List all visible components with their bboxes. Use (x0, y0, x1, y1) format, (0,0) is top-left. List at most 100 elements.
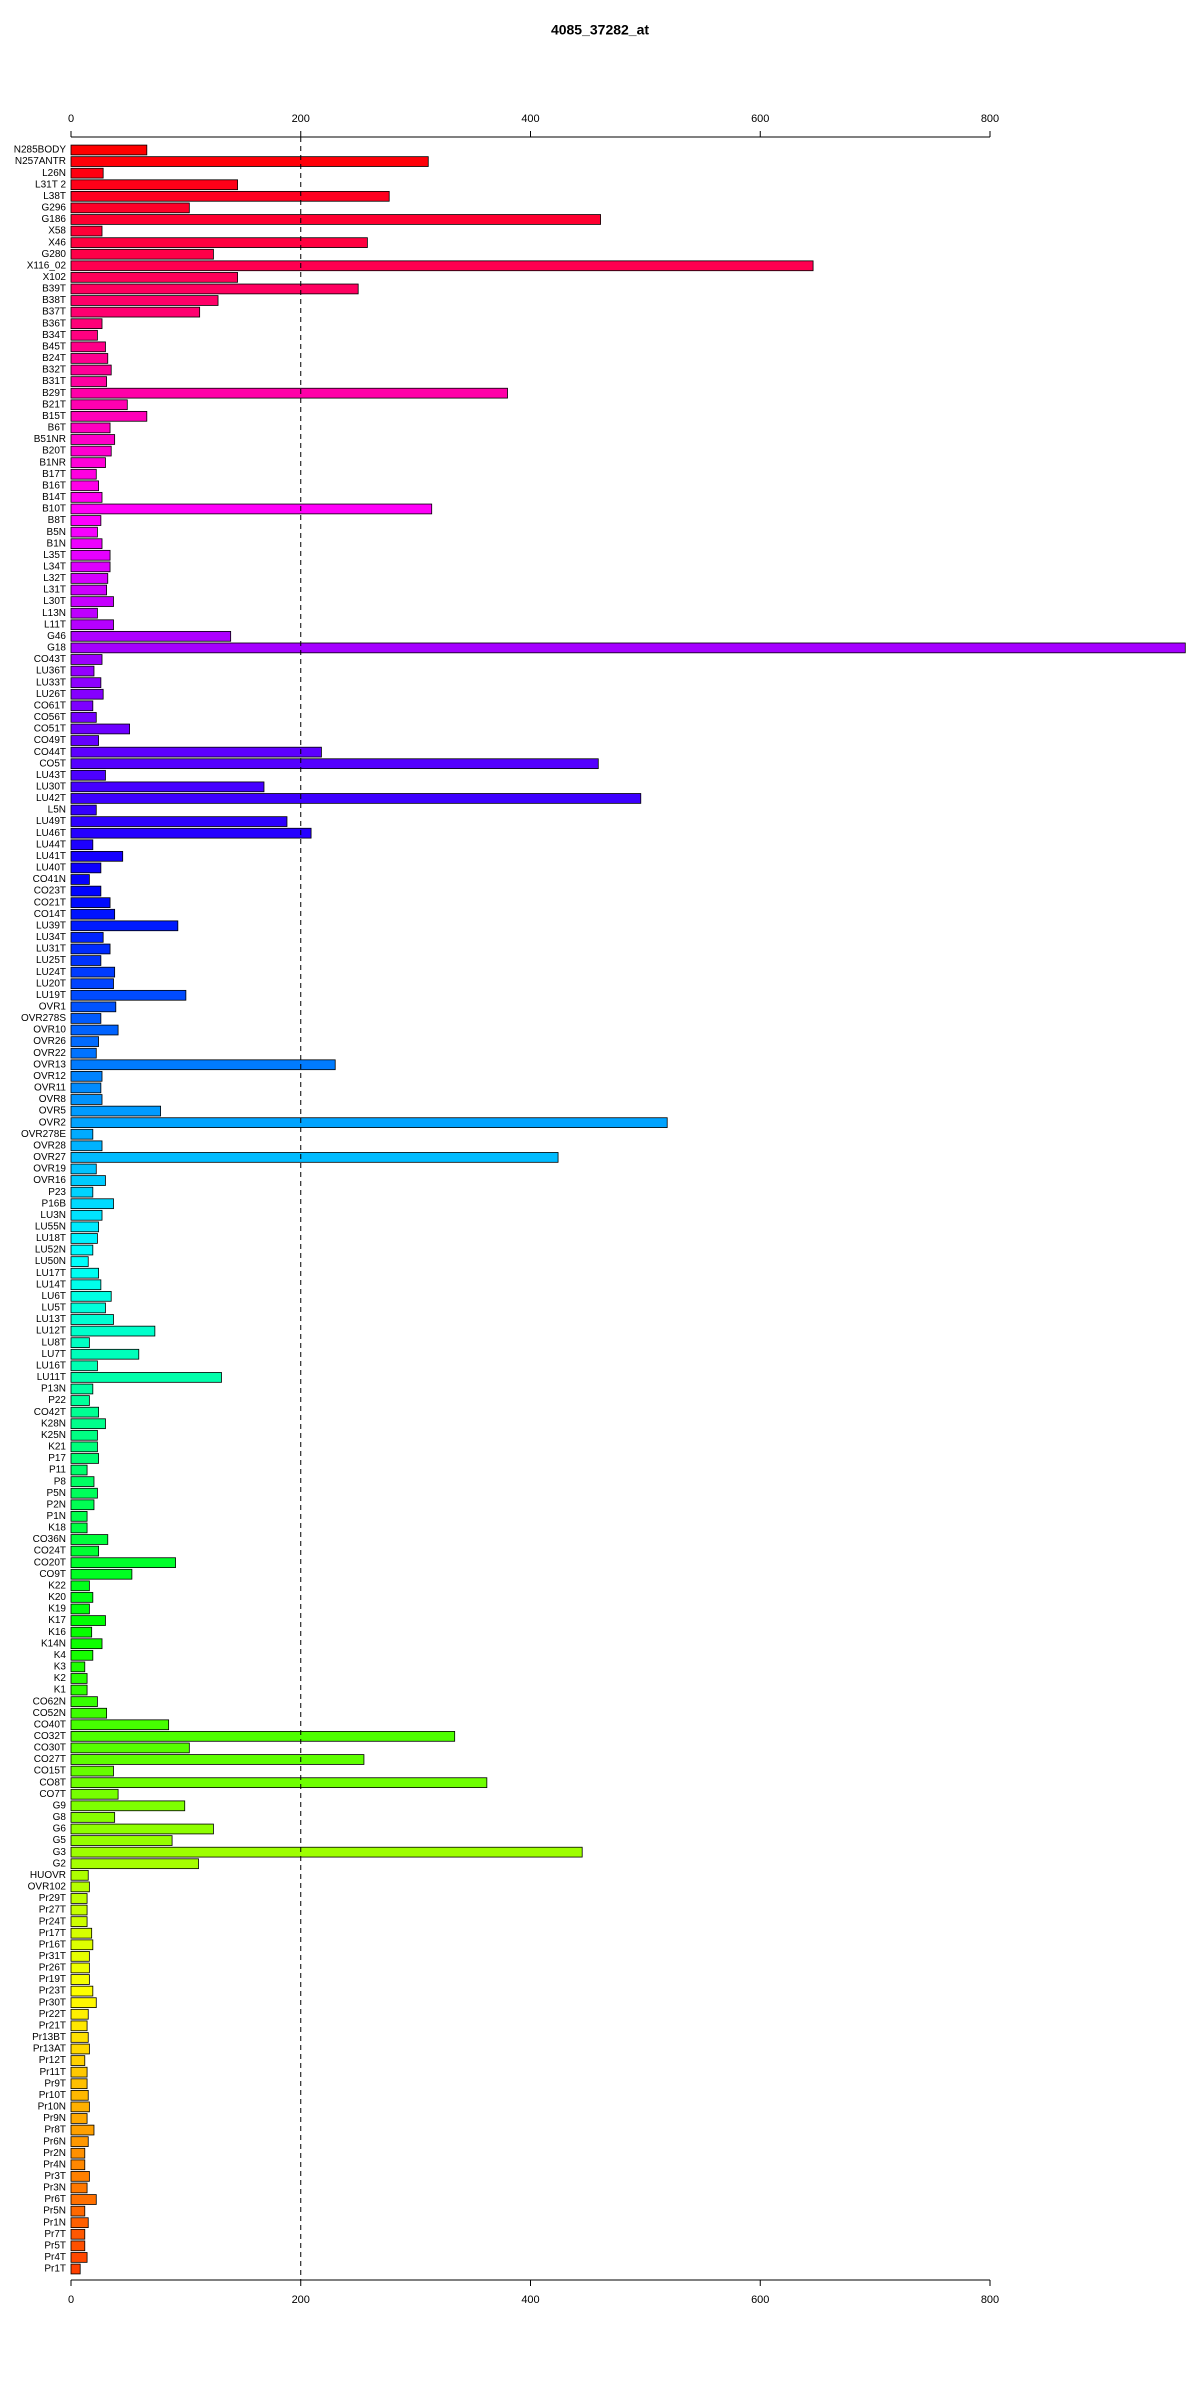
bar (70, 2066, 88, 2078)
bar (70, 2020, 88, 2032)
bar (70, 1175, 106, 1186)
y-tick-label: LU41T (36, 851, 66, 862)
y-tick-label: Pr16T (39, 1939, 66, 1950)
bar (70, 1209, 103, 1221)
y-tick-label: Pr24T (39, 1916, 66, 1927)
y-tick-label: Pr2N (43, 2148, 66, 2159)
bar (70, 2228, 86, 2240)
y-tick-label: L30T (43, 596, 66, 607)
y-tick-label: OVR27 (33, 1152, 66, 1163)
bar (70, 642, 1186, 654)
y-tick-label: Pr17T (39, 1928, 66, 1939)
y-tick-label: Pr9T (44, 2078, 66, 2089)
bar (70, 295, 219, 306)
bar (70, 1464, 88, 1476)
y-tick-label: G2 (53, 1858, 67, 1869)
bar (70, 411, 148, 422)
y-tick-label: LU18T (36, 1233, 66, 1244)
bar (70, 862, 102, 874)
bar (70, 492, 103, 503)
y-tick-label: LU20T (36, 978, 66, 989)
bar (70, 677, 102, 688)
bar (70, 781, 265, 793)
y-tick-label: Pr13AT (33, 2044, 66, 2055)
y-tick-label: CO15T (34, 1766, 66, 1777)
bar (70, 434, 116, 445)
y-tick-label: B20T (42, 446, 66, 457)
bar (70, 480, 99, 492)
bar (70, 654, 103, 665)
bar (70, 804, 97, 816)
bar (70, 1869, 89, 1881)
y-tick-label: LU11T (37, 1372, 66, 1383)
y-tick-label: OVR19 (33, 1164, 66, 1175)
y-tick-label: L38T (43, 191, 66, 202)
y-tick-label: LU12T (36, 1326, 66, 1337)
y-tick-label: CO51T (34, 724, 66, 735)
bar (70, 851, 124, 862)
chart-title: 4085_37282_at (551, 22, 649, 38)
bar (70, 341, 106, 353)
y-tick-label: LU39T (36, 920, 66, 931)
bar (70, 1221, 99, 1233)
bar (70, 932, 104, 943)
y-tick-label: OVR8 (39, 1094, 67, 1105)
y-tick-label: Pr11T (40, 2067, 67, 2078)
y-tick-label: Pr6T (44, 2194, 66, 2205)
y-tick-label: CO40T (34, 1719, 66, 1730)
y-tick-label: P11 (49, 1465, 66, 1476)
bar (70, 1881, 90, 1893)
y-tick-label: CO42T (34, 1407, 66, 1418)
y-tick-label: L31T (43, 585, 66, 596)
y-tick-label: HUOVR (30, 1870, 66, 1881)
y-tick-label: L5N (48, 805, 66, 816)
y-tick-label: B10T (42, 504, 66, 515)
y-tick-label: Pr27T (39, 1905, 66, 1916)
y-tick-label: B24T (42, 353, 66, 364)
bar (70, 214, 601, 225)
bar (70, 1152, 559, 1163)
bar (70, 387, 508, 399)
y-tick-label: B8T (48, 515, 66, 526)
bar (70, 306, 201, 318)
y-tick-label: G186 (42, 214, 67, 225)
bar (70, 1626, 93, 1638)
bar (70, 1372, 222, 1383)
bar (70, 2043, 90, 2055)
y-tick-label: LU30T (36, 781, 66, 792)
y-tick-label: Pr6N (43, 2136, 66, 2147)
x-tick-label: 800 (981, 2294, 999, 2306)
x-tick-label: 600 (751, 2294, 769, 2306)
y-tick-label: K17 (48, 1615, 66, 1626)
y-tick-label: OVR22 (33, 1048, 66, 1059)
y-tick-label: K20 (48, 1592, 66, 1603)
bar (70, 2008, 89, 2020)
bar (70, 1082, 102, 1094)
y-tick-label: OVR26 (33, 1036, 66, 1047)
y-tick-label: P1N (47, 1511, 66, 1522)
bar (70, 1140, 103, 1152)
bar (70, 1418, 106, 1430)
bar (70, 1360, 98, 1372)
y-tick-label: K18 (48, 1523, 66, 1534)
bar (70, 2263, 81, 2275)
y-tick-label: CO7T (39, 1789, 66, 1800)
y-tick-label: X58 (48, 226, 66, 237)
y-tick-label: Pr10T (39, 2090, 66, 2101)
y-tick-label: B15T (42, 411, 66, 422)
y-tick-label: CO8T (39, 1777, 66, 1788)
y-tick-label: CO52N (33, 1708, 66, 1719)
y-tick-label: K28N (41, 1418, 66, 1429)
bar (70, 190, 390, 202)
bar (70, 1974, 90, 1985)
y-tick-label: K16 (48, 1627, 66, 1638)
y-tick-label: CO36N (33, 1534, 66, 1545)
y-tick-label: LU8T (42, 1337, 66, 1348)
bar (70, 1545, 99, 1557)
bar (70, 179, 238, 191)
y-tick-label: CO24T (34, 1546, 66, 1557)
bar (70, 457, 106, 468)
bar (70, 526, 98, 538)
y-tick-label: B39T (42, 284, 66, 295)
